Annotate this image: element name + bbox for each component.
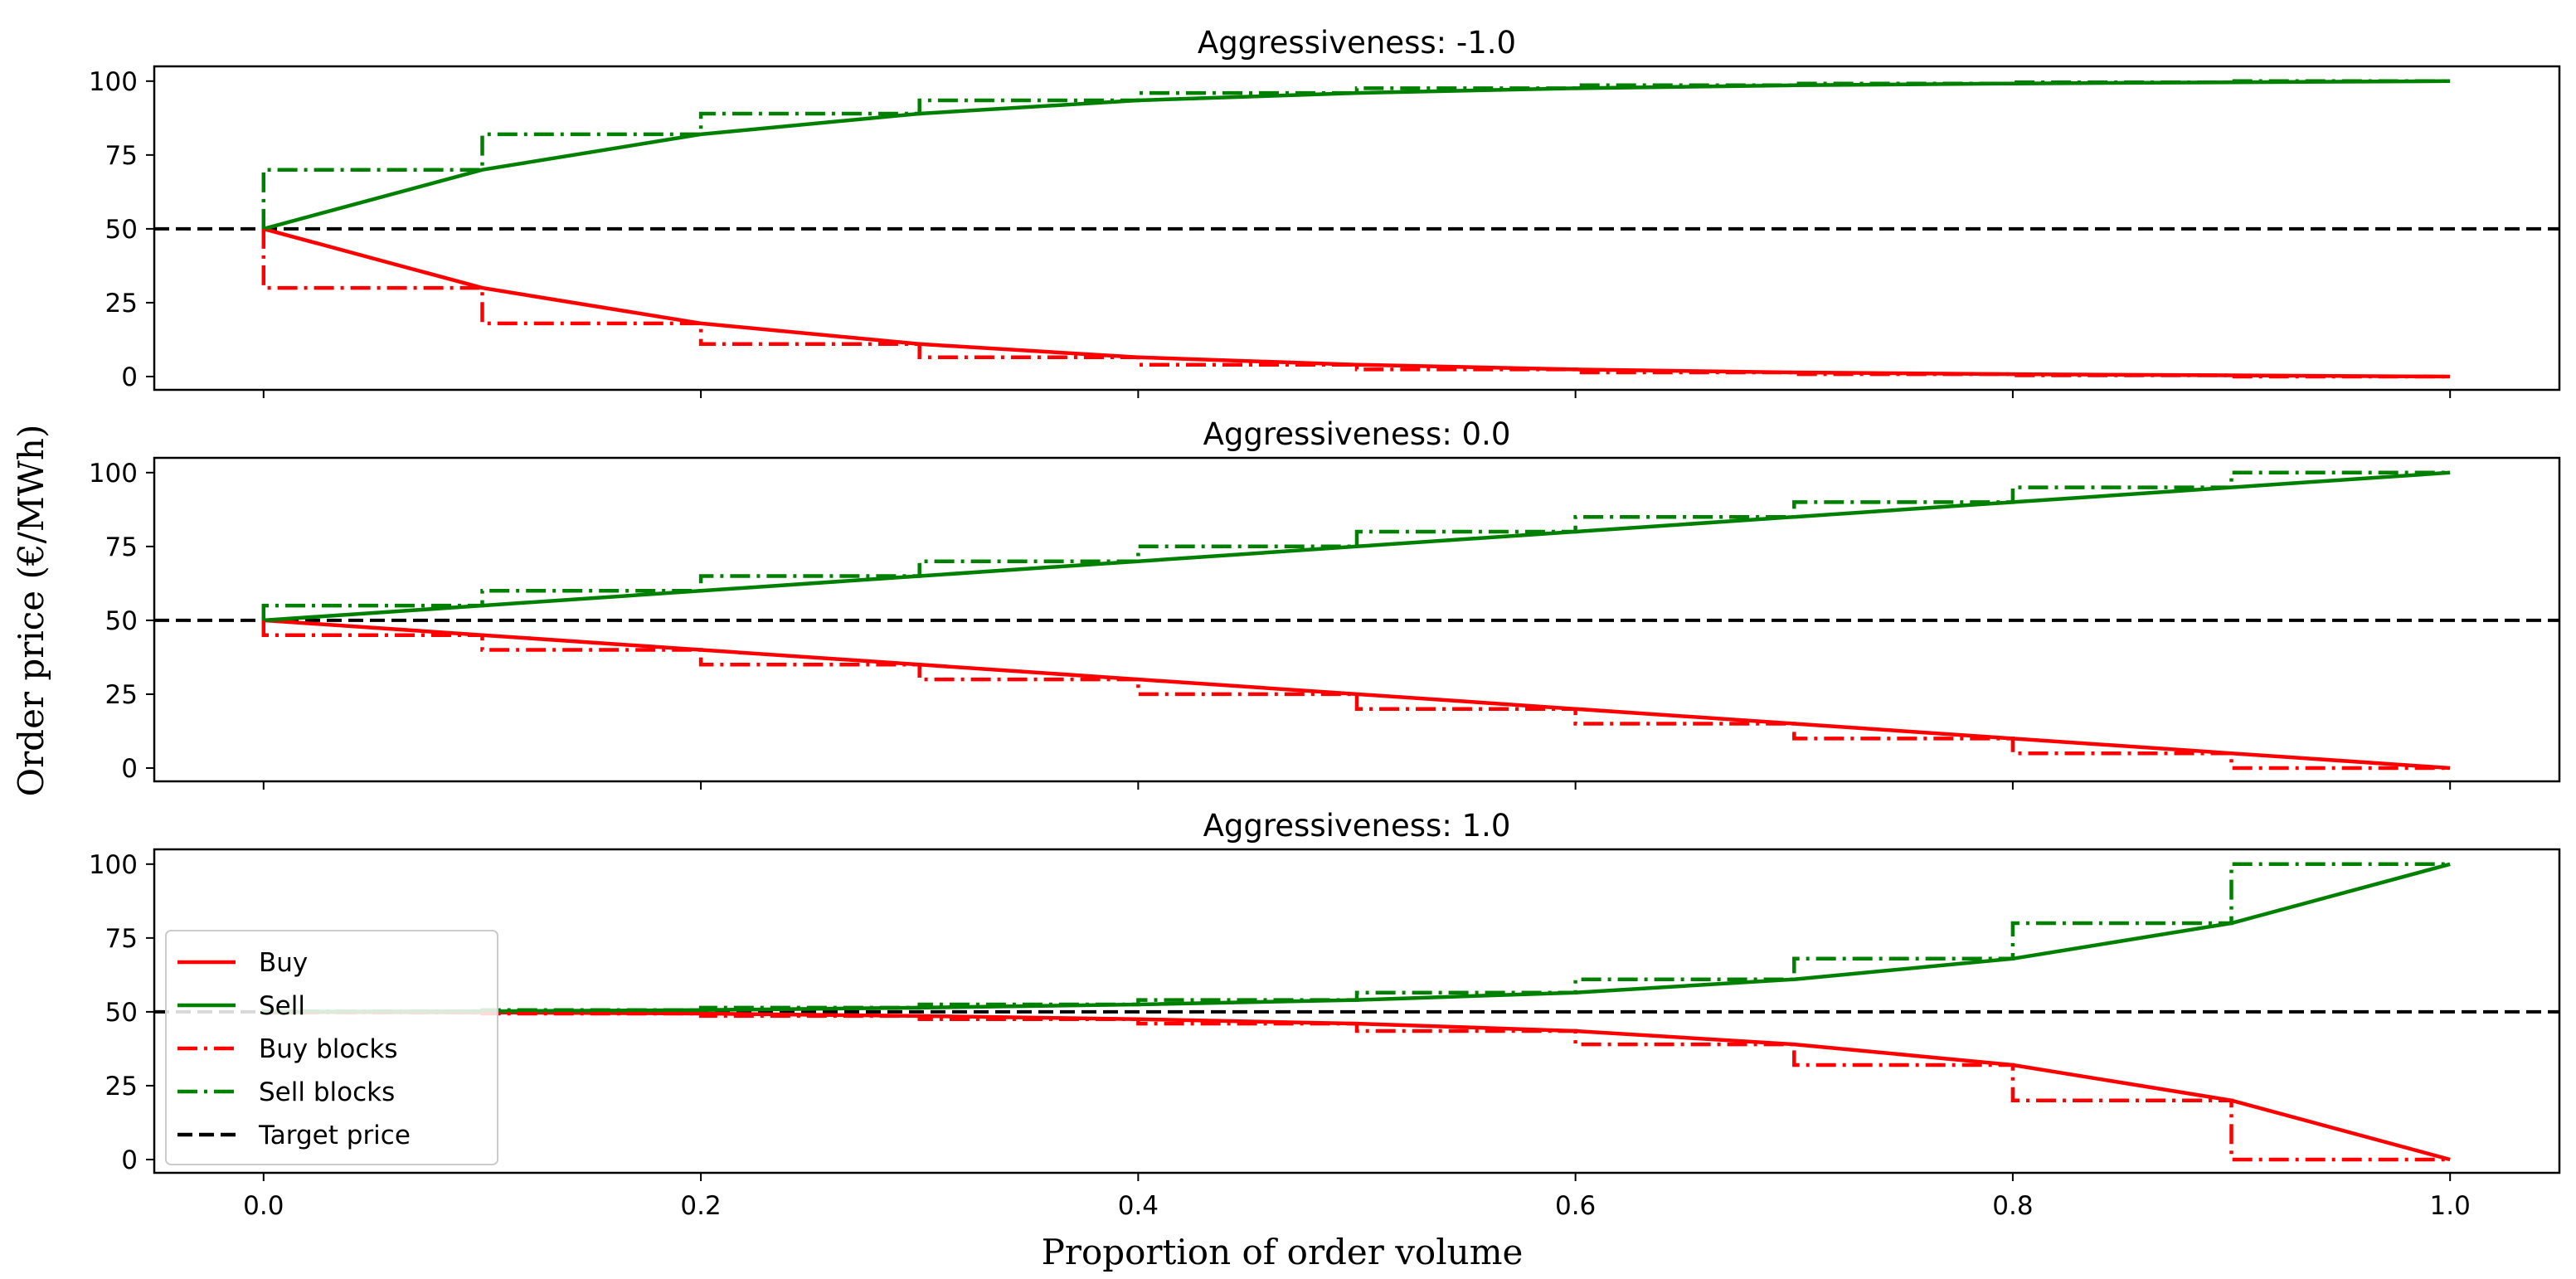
y-tick-label: 0: [121, 362, 138, 392]
y-tick-label: 50: [105, 606, 138, 636]
y-tick-label: 75: [105, 924, 138, 954]
x-tick-label: 0.8: [1992, 1191, 2033, 1221]
x-tick-label: 1.0: [2430, 1191, 2471, 1221]
series-buy: [263, 618, 2451, 771]
legend-label: Buy: [259, 948, 308, 978]
y-tick-label: 75: [105, 141, 138, 171]
y-tick-label: 100: [89, 459, 138, 489]
series-buy-blocks: [261, 1010, 2451, 1162]
legend-label: Target price: [258, 1121, 411, 1150]
series-sell: [263, 79, 2451, 231]
x-tick-label: 0.6: [1555, 1191, 1596, 1221]
y-tick-label: 100: [89, 850, 138, 880]
series-sell: [263, 470, 2451, 623]
y-tick-label: 50: [105, 998, 138, 1028]
x-tick-label: 0.2: [680, 1191, 721, 1221]
panel-title: Aggressiveness: 1.0: [1203, 808, 1511, 844]
plot-frame: [153, 456, 2561, 783]
x-axis-label: Proportion of order volume: [1042, 1232, 1524, 1272]
series-buy: [263, 226, 2451, 379]
legend-label: Sell: [259, 991, 305, 1021]
series-sell-blocks: [261, 470, 2451, 620]
panel-2: Aggressiveness: 1.0 0.0 0.2 0.4 0.6 0.8 1.0 0 25…: [89, 808, 2561, 1221]
y-tick-label: 25: [105, 680, 138, 710]
y-tick-label: 50: [105, 215, 138, 245]
panel-1: Aggressiveness: 0.0 0 25 50 75 100: [89, 416, 2561, 790]
y-tick-label: 100: [89, 67, 138, 97]
y-tick-label: 25: [105, 1072, 138, 1101]
legend-label: Buy blocks: [259, 1034, 398, 1064]
y-tick-label: 0: [121, 1145, 138, 1175]
legend: Buy Sell Buy blocks Sell blocks Target price: [165, 930, 498, 1165]
series-buy-blocks: [261, 620, 2451, 771]
legend-box: [165, 930, 498, 1165]
y-tick-label: 0: [121, 754, 138, 784]
x-tick-label: 0.0: [243, 1191, 284, 1221]
panel-0: Aggressiveness: -1.0 0 25 50 75 100: [89, 25, 2561, 398]
series-sell-blocks: [261, 862, 2451, 1014]
y-tick-label: 75: [105, 533, 138, 562]
y-axis-label: Order price (€/MWh): [11, 425, 51, 797]
panel-title: Aggressiveness: 0.0: [1203, 416, 1511, 452]
plot-frame: [153, 848, 2561, 1174]
x-tick-label: 0.4: [1118, 1191, 1159, 1221]
panel-title: Aggressiveness: -1.0: [1198, 25, 1516, 61]
legend-label: Sell blocks: [259, 1077, 395, 1107]
y-tick-label: 25: [105, 289, 138, 319]
plot-frame: [153, 65, 2561, 391]
